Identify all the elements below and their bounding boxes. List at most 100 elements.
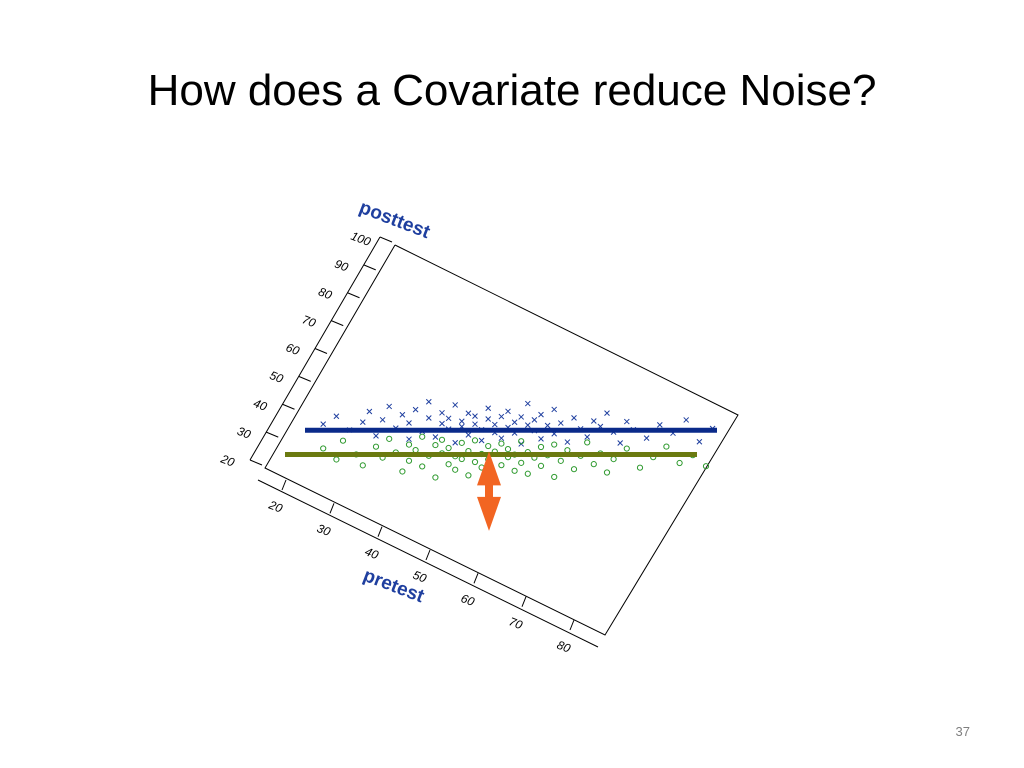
scatter-point-x: [538, 436, 544, 442]
scatter-point-o: [524, 470, 531, 477]
posttest-tick-label: 40: [251, 396, 269, 414]
scatter-point-o: [663, 443, 670, 450]
posttest-tick-label: 50: [268, 368, 286, 386]
scatter-point-o: [518, 438, 525, 445]
scatter-point-x: [557, 420, 564, 426]
scatter-point-o: [333, 456, 340, 463]
posttest-tick-mark: [314, 348, 328, 354]
scatter-point-x: [491, 421, 498, 428]
scatter-point-o: [386, 435, 393, 442]
scatter-point-o: [557, 457, 564, 464]
posttest-tick-mark: [282, 403, 295, 410]
pretest-tick-mark: [473, 573, 479, 584]
scatter-point-o: [504, 446, 512, 453]
pretest-tick-mark: [281, 479, 287, 491]
scatter-point-x: [656, 422, 663, 428]
scatter-point-o: [570, 466, 578, 473]
pretest-tick-label: 20: [266, 497, 285, 515]
scatter-point-x: [412, 406, 419, 413]
scatter-point-o: [359, 462, 366, 469]
scatter-point-o: [438, 436, 446, 443]
difference-arrow: [477, 451, 501, 531]
scatter-point-o: [603, 469, 611, 476]
pretest-tick-label: 50: [411, 568, 429, 586]
scatter-point-o: [399, 468, 406, 475]
arrow-head-down: [477, 496, 501, 531]
scatter-point-o: [465, 472, 472, 479]
scatter-point-x: [544, 422, 551, 429]
scatter-point-x: [406, 436, 412, 443]
scatter-point-x: [425, 398, 432, 405]
scatter-point-o: [419, 463, 426, 470]
scatter-point-x: [643, 435, 650, 441]
slide-title: How does a Covariate reduce Noise?: [147, 66, 877, 115]
scatter-point-x: [445, 415, 452, 422]
scatter-point-o: [445, 461, 452, 468]
plot-frame-outline: [264, 244, 739, 636]
scatter-point-o: [518, 459, 525, 466]
posttest-tick-label: 20: [218, 451, 237, 469]
scatter-point-x: [439, 409, 445, 416]
scatter-point-o: [498, 462, 505, 469]
page-number: 37: [955, 724, 970, 739]
scatter-point-x: [373, 433, 379, 439]
scatter-point-o: [584, 439, 591, 446]
scatter-point-x: [623, 418, 630, 425]
scatter-point-o: [537, 462, 545, 469]
scatter-point-o: [452, 466, 459, 473]
pretest-tick-label: 70: [507, 614, 525, 632]
scatter-point-x: [472, 421, 478, 428]
scatter-point-x: [683, 417, 690, 423]
scatter-point-x: [333, 413, 340, 420]
group-mean-lines: [285, 427, 717, 457]
arrow-shaft: [485, 481, 493, 499]
scatter-point-x: [478, 437, 485, 444]
scatter-point-o: [320, 445, 327, 452]
arrow-head-up: [477, 451, 501, 486]
scatter-point-x: [511, 419, 518, 426]
scatter-point-o: [445, 444, 452, 452]
posttest-tick-label: 90: [333, 257, 351, 275]
pretest-tick-mark: [425, 549, 431, 561]
pretest-tick-mark: [377, 526, 383, 537]
scatter-point-o: [537, 443, 545, 451]
scatter-point-x: [531, 417, 538, 423]
pretest-tick-label: 80: [555, 638, 573, 656]
scatter-point-o: [471, 437, 479, 444]
scatter-point-x: [498, 435, 505, 442]
scatter-point-x: [498, 413, 505, 420]
posttest-tick-label: 70: [300, 312, 318, 330]
scatter-point-x: [590, 418, 597, 424]
scatter-point-x: [366, 408, 373, 415]
scatter-point-x: [604, 410, 610, 416]
scatter-point-o: [458, 439, 465, 446]
scatter-point-x: [518, 414, 525, 420]
scatter-point-x: [379, 416, 386, 423]
pretest-tick-mark: [569, 619, 575, 631]
scatter-point-x: [617, 440, 624, 446]
pretest-tick-label: 30: [315, 521, 333, 539]
scatter-point-o: [511, 467, 518, 474]
posttest-ticks: 100 90 80 70 60 50 40 30 20: [218, 229, 393, 470]
pretest-axis-line: [257, 479, 599, 648]
scatter-point-x: [465, 432, 472, 438]
posttest-tick-mark: [347, 292, 360, 299]
scatter-point-x: [452, 439, 459, 446]
scatter-point-x: [485, 405, 492, 412]
scatter-point-o: [412, 447, 419, 454]
scatter-point-x: [564, 439, 571, 445]
scatter-point-o: [372, 443, 380, 450]
pretest-tick-label: 60: [459, 591, 477, 609]
scatter-point-x: [584, 434, 591, 440]
posttest-tick-label: 30: [235, 424, 253, 442]
scatter-point-x: [571, 415, 577, 421]
posttest-tick-label: 100: [349, 229, 373, 249]
scatter-point-o: [551, 441, 558, 448]
scatter-point-x: [465, 410, 472, 417]
scatter-point-x: [406, 420, 412, 426]
scatter-point-o: [405, 457, 413, 464]
scatter-point-x: [432, 434, 439, 440]
pretest-ticks: 20 30 40 50 60 70 80: [266, 479, 575, 656]
posttest-tick-mark: [298, 375, 311, 382]
scatter-point-o: [485, 442, 492, 450]
